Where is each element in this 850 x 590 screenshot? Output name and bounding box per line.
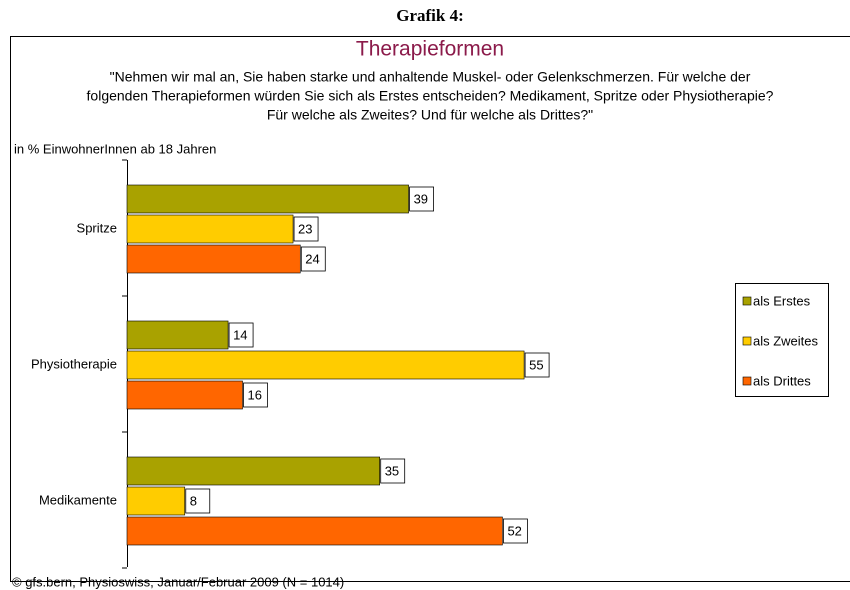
bar [126,486,186,516]
subtitle: folgenden Therapieformen würden Sie sich… [87,88,774,104]
value-label-box [293,216,319,242]
value-label: 16 [248,387,262,402]
legend-label: als Erstes [753,293,811,308]
value-label-box [524,352,550,378]
value-label: 39 [414,191,428,206]
value-label-box [503,518,528,544]
value-label: 35 [385,463,399,478]
chart-frame [10,36,850,582]
legend-label: als Zweites [753,333,819,348]
bar [126,516,503,546]
header: Grafik 4: [396,6,464,25]
legend-label: als Drittes [753,373,811,388]
bar [126,380,243,410]
category-label: Physiotherapie [31,356,117,371]
value-label-box [380,458,406,484]
chart-title: Therapieformen [356,38,504,61]
bar [126,214,294,244]
value-label-box [409,186,434,212]
value-label: 23 [298,221,312,236]
bar [126,350,525,380]
value-label-box [243,382,268,408]
category-label: Spritze [77,220,117,235]
source: © gfs.bern, Physioswiss, Januar/Februar … [12,574,344,589]
subtitle: "Nehmen wir mal an, Sie haben starke und… [110,69,751,85]
bar [126,456,380,486]
value-label: 52 [507,523,521,538]
subtitle: Für welche als Zweites? Und für welche a… [267,107,593,123]
value-label-box [228,322,254,348]
category-label: Medikamente [39,492,117,507]
legend-swatch [742,296,752,306]
value-label: 55 [529,357,543,372]
value-label: 24 [305,251,319,266]
value-label: 14 [233,327,247,342]
legend-swatch [742,336,752,346]
value-label-box [185,488,211,514]
value-label: 8 [190,493,197,508]
bar [126,320,229,350]
value-label-box [300,246,326,272]
legend-swatch [742,376,752,386]
bar [126,184,409,214]
bar [126,244,301,274]
axis-label: in % EinwohnerInnen ab 18 Jahren [14,141,216,156]
